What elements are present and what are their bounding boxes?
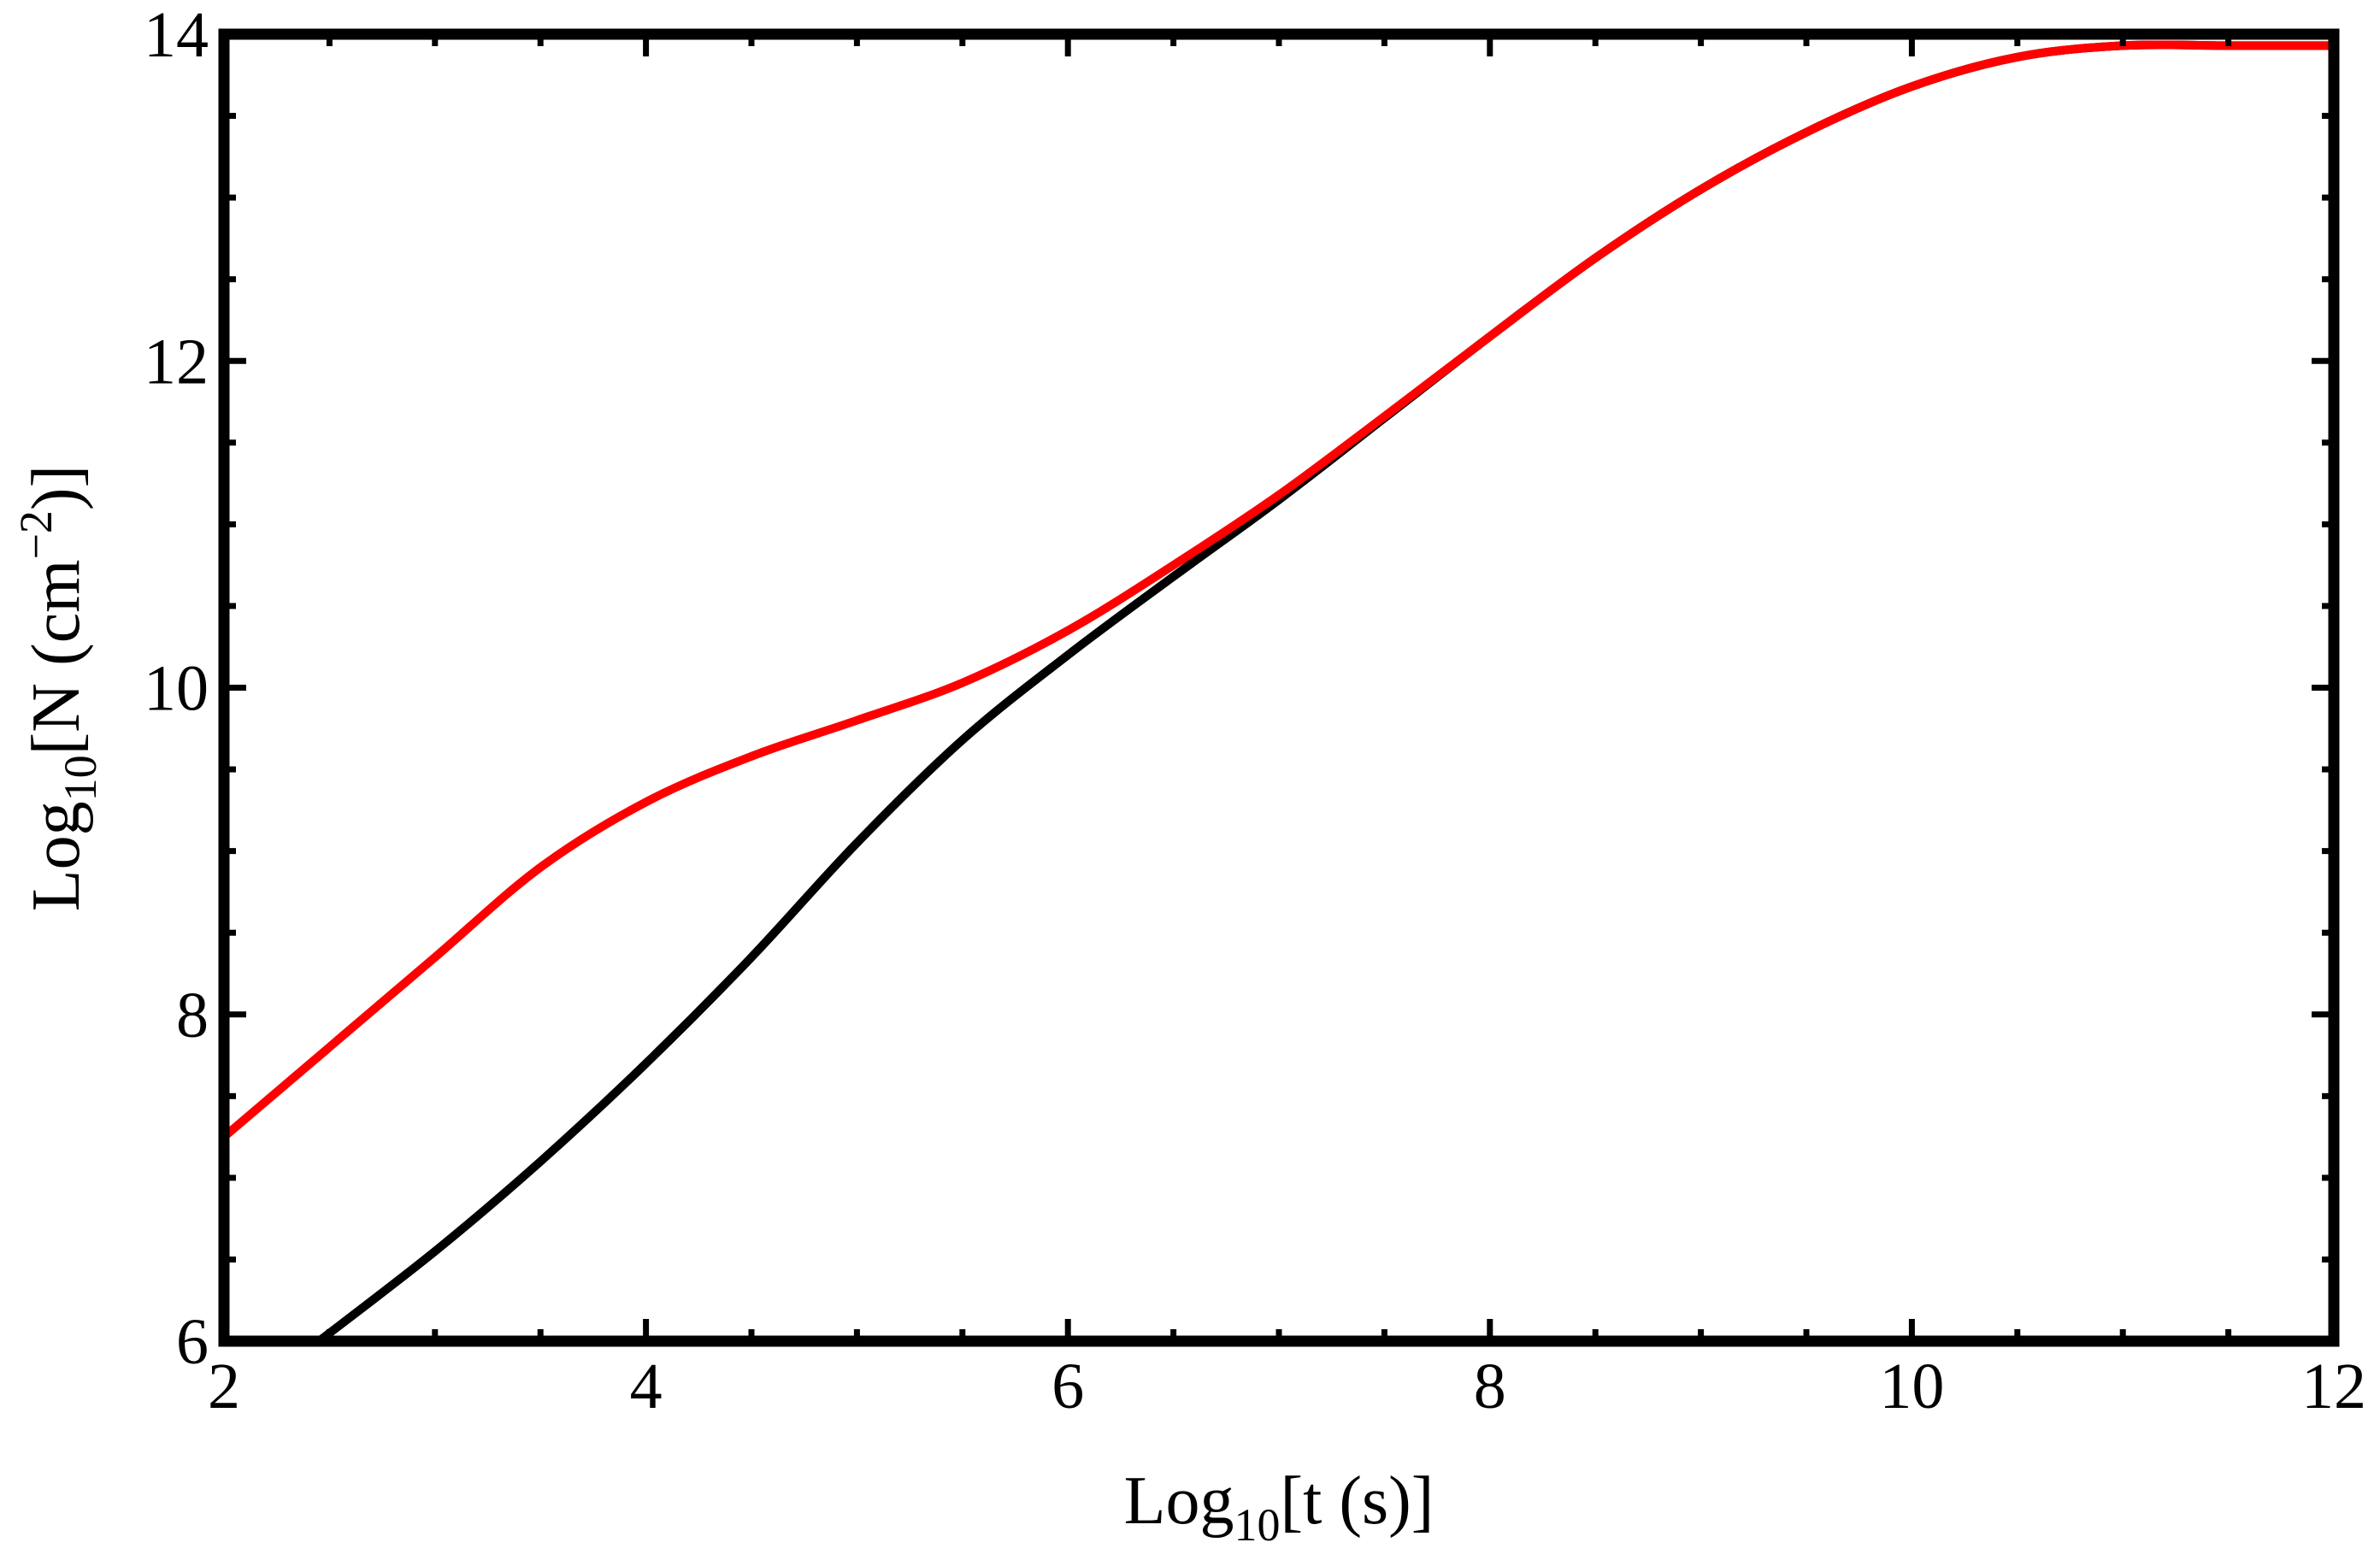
x-axis-title: Log10[t (s)] (1124, 1463, 1434, 1551)
y-axis-title-rest2: )] (19, 465, 94, 510)
y-axis-title-sub: 10 (55, 755, 106, 801)
series-layer (221, 40, 2334, 1345)
x-tick-label: 2 (208, 1351, 240, 1422)
y-tick-label: 10 (144, 653, 209, 725)
y-tick-label: 14 (144, 0, 209, 71)
x-axis-title-sub: 10 (1234, 1499, 1280, 1551)
y-axis-title-sup: −2 (10, 510, 62, 559)
y-axis-title: Log10[N (cm−2)] (10, 465, 106, 911)
x-axis-title-rest: [t (s)] (1280, 1463, 1434, 1539)
x-tick-label: 10 (1879, 1351, 1944, 1422)
x-tick-label: 6 (1052, 1351, 1084, 1422)
y-axis-title-base: Log (19, 801, 94, 911)
x-tick-label: 4 (630, 1351, 663, 1422)
y-tick-label: 8 (176, 980, 209, 1051)
y-tick-label: 12 (144, 326, 209, 397)
plot-frame (218, 28, 2340, 1347)
x-axis-title-base: Log (1124, 1463, 1234, 1539)
y-tick-label: 6 (176, 1306, 209, 1378)
y-axis-title-rest1: [N (cm (19, 560, 94, 756)
series-line-2 (221, 40, 2334, 1140)
x-tick-label: 8 (1474, 1351, 1506, 1422)
x-tick-label: 12 (2301, 1351, 2366, 1422)
ticks-layer: 2 4 6 8 10 12 6 8 10 12 14 (144, 0, 2366, 1422)
